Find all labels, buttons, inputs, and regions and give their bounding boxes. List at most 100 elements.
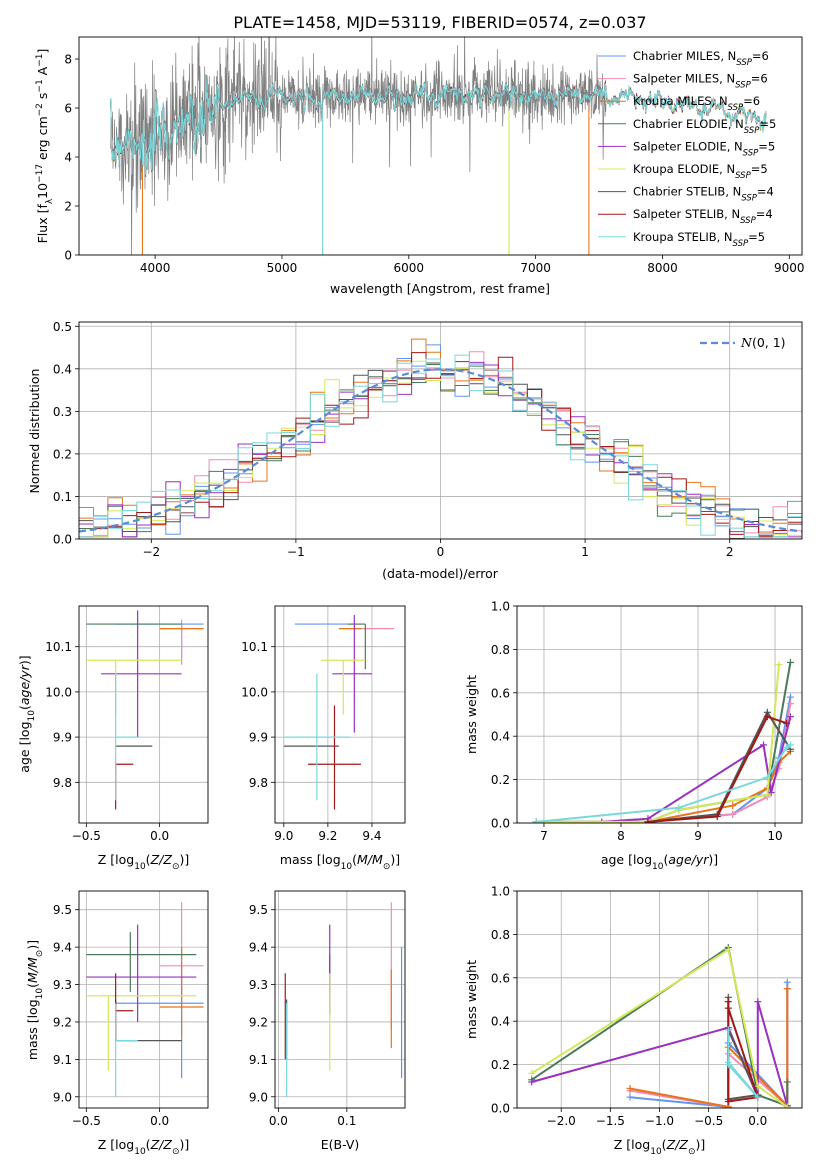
x-tick-label: −1.5 bbox=[596, 1114, 625, 1128]
y-tick-label: 0.4 bbox=[491, 730, 510, 744]
legend-label-chabrier-miles: Chabrier MILES, NSSP=6 bbox=[633, 49, 769, 68]
y-tick-label: 10.1 bbox=[45, 640, 72, 654]
x-axis-label: age [log10(age/yr)] bbox=[601, 852, 718, 872]
y-tick-label: 9.8 bbox=[53, 776, 72, 790]
plot-area-residuals bbox=[79, 338, 802, 539]
y-tick-label: 10.0 bbox=[241, 685, 268, 699]
errorbar-salpeter-miles bbox=[159, 619, 204, 665]
series-line bbox=[536, 696, 792, 823]
x-tick-label: 0.0 bbox=[150, 829, 169, 843]
y-tick-label: 0.5 bbox=[53, 320, 72, 334]
axes-mass_vs_Z: −0.5 0.0 9.0 9.1 9.2 9.3 9.4 9.5 Z [log10(Z/Z⊙)]… bbox=[25, 890, 209, 1157]
errorbar-salpeter-elodie bbox=[100, 610, 182, 738]
y-tick-label: 9.3 bbox=[249, 978, 268, 992]
y-tick-label: 0 bbox=[64, 249, 72, 263]
errorbar-kroupa-miles bbox=[159, 947, 204, 1037]
y-axis-label: age [log10(age/yr)] bbox=[17, 655, 37, 772]
y-tick-label: 0.2 bbox=[491, 1058, 510, 1072]
axes-frame bbox=[78, 605, 209, 824]
y-tick-label: 0.2 bbox=[491, 773, 510, 787]
y-axis-label: mass [log10(M/M⊙)] bbox=[25, 940, 45, 1060]
y-axis-label: mass weight bbox=[464, 675, 479, 754]
axes-frame bbox=[516, 890, 803, 1109]
y-tick-label: 10.0 bbox=[45, 685, 72, 699]
series-line bbox=[727, 1029, 759, 1098]
y-axis-label: Flux [fλ10−17 erg cm−2 s−1 A−1] bbox=[35, 49, 55, 244]
errorbar-chabrier-elodie bbox=[347, 623, 366, 670]
y-tick-label: 9.0 bbox=[53, 1090, 72, 1104]
y-tick-label: 0.8 bbox=[491, 928, 510, 942]
series-line bbox=[536, 744, 791, 823]
series-line bbox=[647, 710, 792, 823]
axes-age_vs_Z: −0.5 0.0 9.8 9.9 10.0 10.1 Z [log10(Z/Z⊙)] age … bbox=[17, 605, 209, 872]
y-tick-label: 9.2 bbox=[249, 1015, 268, 1029]
y-tick-label: 0.2 bbox=[53, 447, 72, 461]
axes-spectrum: 4000 5000 6000 7000 8000 9000 0 2 4 6 8 Chabrier MI… bbox=[35, 36, 805, 296]
x-tick-label: 9000 bbox=[774, 261, 805, 275]
y-tick-label: 0.4 bbox=[53, 362, 72, 376]
series-salpeter-miles bbox=[532, 700, 794, 823]
x-tick-label: 0.1 bbox=[337, 1114, 356, 1128]
y-tick-label: 0.8 bbox=[491, 643, 510, 657]
axes-frame bbox=[516, 605, 803, 824]
axes-frame bbox=[78, 890, 209, 1109]
x-tick-label: 10 bbox=[767, 829, 782, 843]
y-tick-label: 2 bbox=[64, 200, 72, 214]
x-tick-label: 9.4 bbox=[362, 829, 381, 843]
series-kroupa-stelib bbox=[724, 1026, 762, 1101]
histogram-kroupa-elodie bbox=[79, 360, 802, 538]
normal-curve bbox=[79, 368, 802, 533]
x-tick-label: 7000 bbox=[520, 261, 551, 275]
y-tick-label: 0.1 bbox=[53, 490, 72, 504]
errorbar-salpeter-elodie bbox=[332, 615, 372, 733]
x-tick-label: −2 bbox=[142, 545, 160, 559]
x-axis-label: mass [log10(M/M⊙)] bbox=[280, 852, 400, 872]
errorbar-kroupa-stelib bbox=[283, 673, 350, 801]
y-tick-label: 0.6 bbox=[491, 686, 510, 700]
series-line bbox=[536, 703, 792, 823]
y-tick-label: 9.9 bbox=[249, 731, 268, 745]
errorbar-chabrier-stelib bbox=[115, 999, 182, 1042]
series-chabrier-miles bbox=[532, 693, 794, 823]
y-tick-label: 9.3 bbox=[53, 978, 72, 992]
y-tick-label: 0.3 bbox=[53, 405, 72, 419]
legend-spectrum: Chabrier MILES, NSSP=6 Salpeter MILES, NS… bbox=[598, 49, 776, 249]
y-tick-label: 4 bbox=[64, 151, 72, 165]
x-tick-label: 9.2 bbox=[318, 829, 337, 843]
series-line bbox=[647, 715, 787, 823]
legend-label-salpeter-elodie: Salpeter ELODIE, NSSP=5 bbox=[633, 139, 775, 158]
legend-label-normal: N(0, 1) bbox=[740, 335, 786, 350]
series-kroupa-stelib bbox=[532, 741, 794, 823]
y-tick-label: 9.1 bbox=[53, 1053, 72, 1067]
model-spectrum-kroupa-stelib-top bbox=[110, 74, 767, 175]
y-tick-label: 6 bbox=[64, 102, 72, 116]
axes-residuals: −2 −1 0 1 2 0.0 0.1 0.2 0.3 0.4 0.5 N(0, 1) (data-mo… bbox=[27, 320, 803, 581]
y-tick-label: 9.8 bbox=[249, 776, 268, 790]
plot-area-mass_vs_ebv bbox=[284, 902, 403, 1097]
y-tick-label: 0.4 bbox=[491, 1015, 510, 1029]
x-tick-label: −1 bbox=[287, 545, 305, 559]
axes-mass_vs_ebv: 0.0 0.1 9.0 9.1 9.2 9.3 9.4 9.5 E(B-V) bbox=[249, 890, 406, 1152]
x-tick-label: 8 bbox=[617, 829, 625, 843]
x-tick-label: 6000 bbox=[394, 261, 425, 275]
errorbar-salpeter-stelib bbox=[115, 763, 134, 810]
y-tick-label: 0.0 bbox=[491, 817, 510, 831]
y-tick-label: 9.5 bbox=[53, 903, 72, 917]
y-tick-label: 0.6 bbox=[491, 971, 510, 985]
legend-label-kroupa-stelib: Kroupa STELIB, NSSP=5 bbox=[633, 230, 765, 249]
series-kroupa-elodie bbox=[528, 946, 791, 1108]
x-axis-label: wavelength [Angstrom, rest frame] bbox=[330, 281, 550, 296]
x-tick-label: 0.0 bbox=[748, 1114, 767, 1128]
axes-weight_vs_age: 7 8 9 10 0.0 0.2 0.4 0.6 0.8 1.0 age [log10(age/yr… bbox=[464, 600, 803, 872]
plot-area-weight_vs_Z bbox=[528, 943, 791, 1108]
x-tick-label: −0.5 bbox=[72, 829, 101, 843]
y-tick-label: 10.1 bbox=[241, 640, 268, 654]
y-tick-label: 1.0 bbox=[491, 885, 510, 899]
plot-area-age_vs_Z bbox=[86, 610, 204, 810]
y-tick-label: 1.0 bbox=[491, 600, 510, 614]
errorbar-salpeter-elodie bbox=[86, 924, 197, 1022]
y-tick-label: 0.0 bbox=[53, 533, 72, 547]
figure-title: PLATE=1458, MJD=53119, FIBERID=0574, z=0… bbox=[233, 13, 646, 32]
errorbar-kroupa-elodie bbox=[321, 659, 366, 715]
axes-frame bbox=[274, 890, 406, 1109]
